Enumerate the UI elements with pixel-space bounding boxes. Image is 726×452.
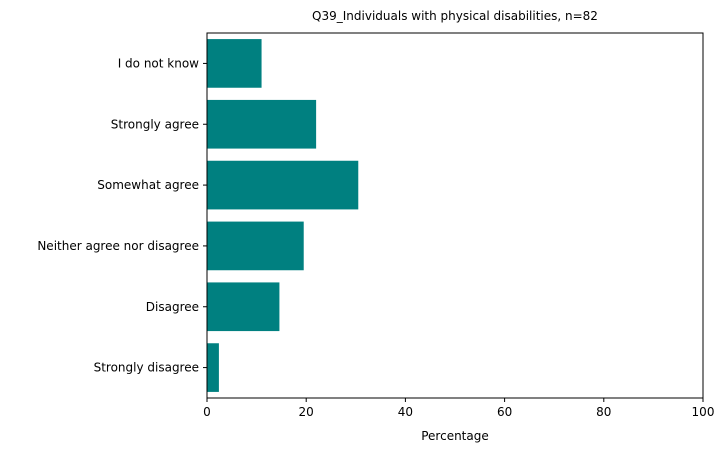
x-tick-label: 100 xyxy=(692,405,715,419)
x-axis: 0 20 40 60 80 100 xyxy=(203,398,714,419)
y-tick-label: Neither agree nor disagree xyxy=(37,239,199,253)
bar xyxy=(207,160,359,210)
y-tick-label: Disagree xyxy=(146,300,199,314)
y-tick-label: Strongly disagree xyxy=(94,361,199,375)
bar xyxy=(207,343,219,392)
x-tick-label: 20 xyxy=(299,405,314,419)
y-axis: Strongly disagree Disagree Neither agree n… xyxy=(37,56,207,375)
x-tick-label: 60 xyxy=(497,405,512,419)
y-tick-label: Strongly agree xyxy=(111,117,199,131)
x-axis-label: Percentage xyxy=(421,429,489,443)
y-tick-label: Somewhat agree xyxy=(97,178,199,192)
x-tick-label: 80 xyxy=(596,405,611,419)
bar xyxy=(207,39,262,88)
y-tick-label: I do not know xyxy=(118,56,199,70)
x-tick-label: 40 xyxy=(398,405,413,419)
x-tick-label: 0 xyxy=(203,405,211,419)
bar xyxy=(207,282,280,332)
bar xyxy=(207,99,317,149)
bar xyxy=(207,221,304,271)
bars-layer xyxy=(207,39,359,392)
plot-frame xyxy=(206,32,704,399)
chart-title: Q39_Individuals with physical disabiliti… xyxy=(312,9,598,23)
